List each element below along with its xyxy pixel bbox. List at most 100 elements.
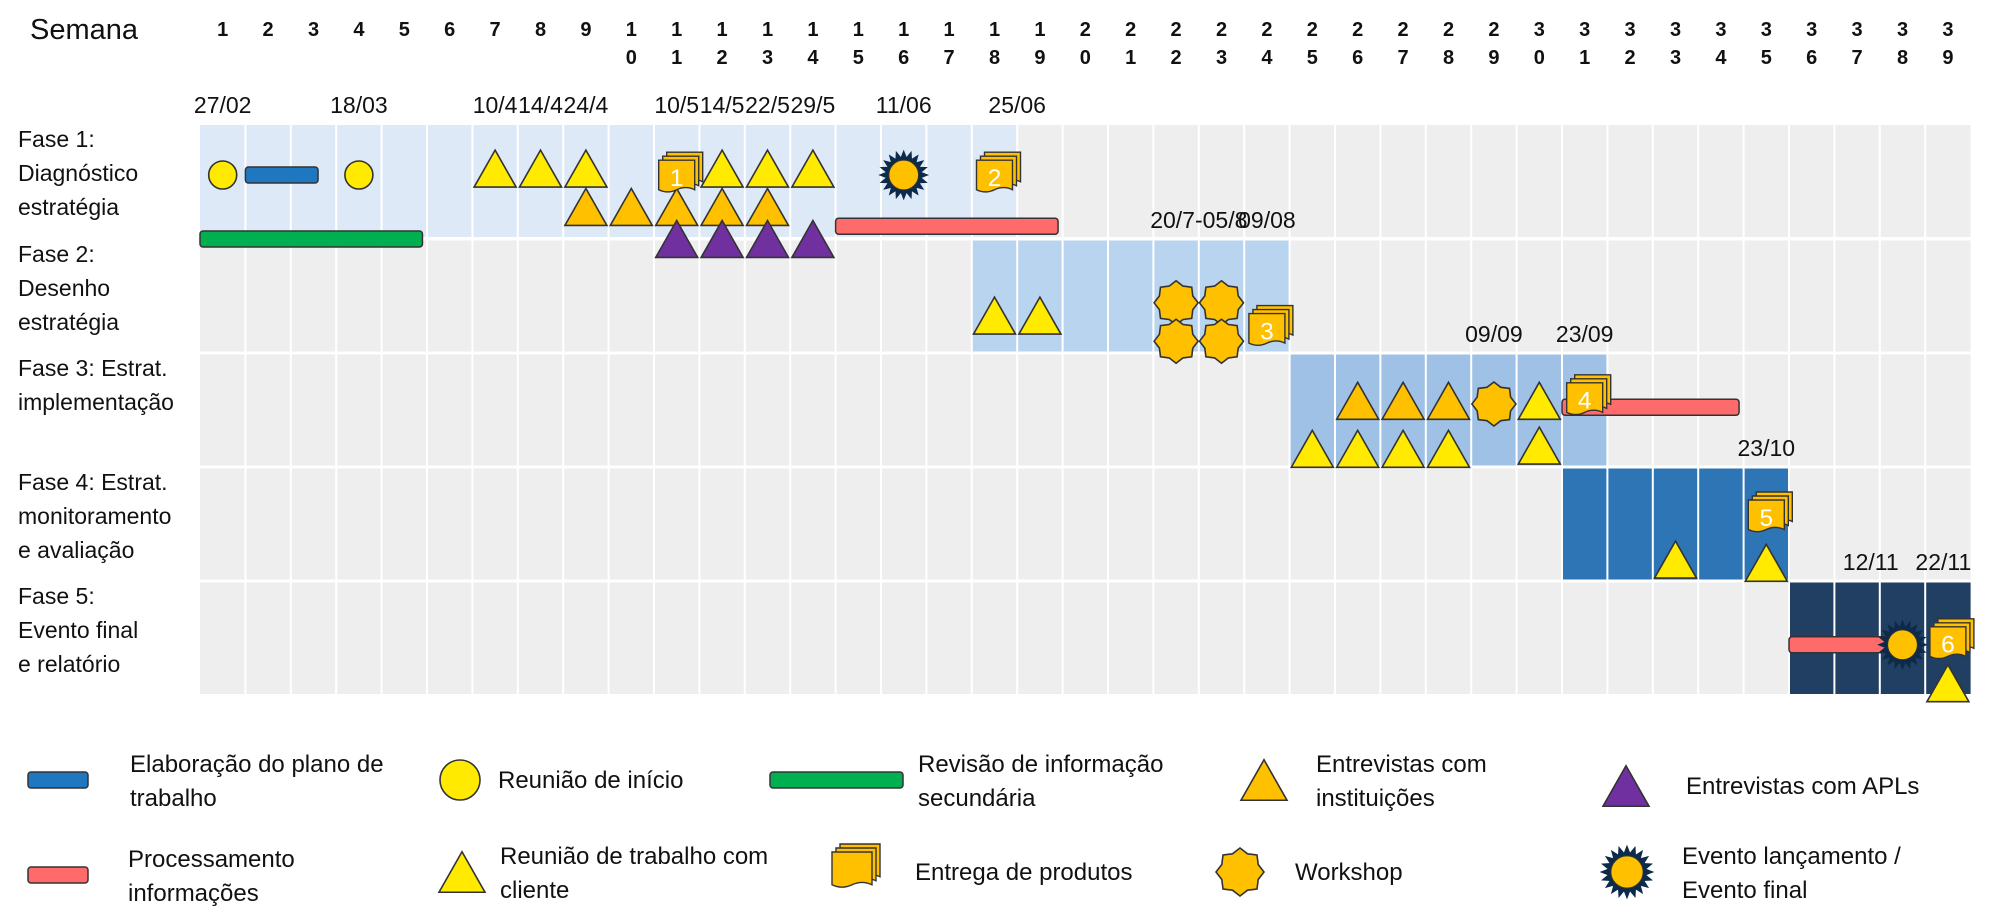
phase-label-line: Fase 4: Estrat. bbox=[18, 469, 168, 495]
week-number: 3 bbox=[308, 19, 319, 41]
legend-reuniao-label: Reunião de trabalho com cliente bbox=[500, 843, 768, 904]
client-meeting-triangle bbox=[790, 148, 836, 188]
delivery-number: 6 bbox=[1941, 632, 1955, 659]
week-header-label: Semana bbox=[30, 14, 139, 46]
date-label: 23/10 bbox=[1738, 435, 1796, 461]
phase-span bbox=[971, 240, 1290, 352]
legend-plano-swatch bbox=[27, 771, 89, 789]
product-delivery-icon bbox=[1747, 499, 1785, 533]
week-number: 9 bbox=[580, 19, 591, 41]
workshop-star bbox=[1470, 380, 1517, 428]
institution-interview-triangle bbox=[1335, 380, 1381, 421]
date-label: 22/11 bbox=[1915, 549, 1971, 575]
legend-lancamento-label: Evento lançamento / Evento final bbox=[1682, 843, 1901, 904]
legend-revisao-label: Revisão de informação secundária bbox=[918, 751, 1163, 812]
date-label: 29/5 bbox=[791, 92, 836, 118]
processamento-bar bbox=[834, 217, 1059, 235]
apl-interview-triangle bbox=[699, 218, 745, 259]
week-number: 1 bbox=[217, 19, 228, 41]
date-label: 09/08 bbox=[1238, 207, 1296, 233]
legend-label-line: Reunião de início bbox=[498, 767, 683, 794]
week-header: Semana 1 2 3 4 5 6 7 8 9 1 01 11 21 31 41 51 61 71 81 92 02 1… bbox=[30, 14, 1953, 69]
phase-label-line: estratégia bbox=[18, 309, 119, 335]
date-label: 14/4 bbox=[518, 92, 563, 118]
phase-label-line: implementação bbox=[18, 389, 174, 415]
phase-label: Fase 3: Estrat. implementação bbox=[18, 355, 174, 415]
client-meeting-triangle bbox=[1426, 428, 1471, 469]
legend-instituicoes-swatch bbox=[1239, 758, 1289, 802]
legend-label-line: informações bbox=[128, 880, 259, 907]
date-label: 14/5 bbox=[700, 92, 745, 118]
phase-label-line: e avaliação bbox=[18, 537, 134, 563]
phase-label-line: monitoramento bbox=[18, 503, 171, 529]
legend-processamento-label: Processamento informações bbox=[128, 846, 295, 907]
date-label: 10/5 bbox=[654, 92, 699, 118]
legend-label-line: Revisão de informação bbox=[918, 751, 1163, 778]
institution-interview-triangle bbox=[1380, 380, 1426, 421]
client-meeting-triangle bbox=[1653, 539, 1698, 579]
legend: Elaboração do plano de trabalho Reunião de… bbox=[27, 751, 1919, 907]
delivery-number: 3 bbox=[1260, 319, 1274, 346]
kickoff-meeting-circle bbox=[207, 160, 238, 190]
client-meeting-triangle bbox=[1516, 380, 1562, 421]
date-label: 24/4 bbox=[564, 92, 609, 118]
revisao-bar bbox=[199, 230, 424, 248]
legend-processamento-swatch bbox=[27, 866, 89, 884]
delivery-number: 4 bbox=[1578, 388, 1592, 415]
institution-interview-triangle bbox=[1426, 380, 1471, 421]
date-label: 22/5 bbox=[745, 92, 790, 118]
institution-interview-triangle bbox=[608, 186, 654, 227]
legend-label-line: Elaboração do plano de bbox=[130, 751, 384, 778]
client-meeting-triangle bbox=[1335, 428, 1381, 469]
date-label: 18/03 bbox=[330, 92, 388, 118]
phase-label-line: Desenho bbox=[18, 275, 110, 301]
week-number: 4 bbox=[353, 19, 365, 41]
date-label: 12/11 bbox=[1843, 549, 1899, 575]
product-delivery-icon bbox=[975, 159, 1014, 193]
legend-label-line: Workshop bbox=[1295, 859, 1403, 886]
apl-interview-triangle bbox=[790, 218, 836, 259]
phase-label-line: Fase 5: bbox=[18, 583, 95, 609]
legend-entrega-label: Entrega de produtos bbox=[915, 859, 1133, 886]
product-delivery-icon bbox=[1929, 626, 1967, 660]
legend-revisao-swatch bbox=[769, 771, 904, 789]
legend-label-line: instituições bbox=[1316, 785, 1435, 812]
chart-marks: 1 2 3 4 5 6 27/02 18/03 10/4 14/4 24/4 10/5 14/5 22/5… bbox=[194, 92, 1975, 703]
phase-label-line: Diagnóstico bbox=[18, 160, 138, 186]
legend-apls-swatch bbox=[1601, 764, 1651, 808]
product-delivery-icon bbox=[658, 159, 696, 193]
plano-bar bbox=[244, 166, 319, 184]
client-meeting-triangle bbox=[1743, 542, 1789, 583]
phase-label-line: Fase 2: bbox=[18, 241, 95, 267]
week-number: 5 bbox=[399, 19, 410, 41]
product-delivery-icon bbox=[1566, 382, 1604, 416]
client-meeting-triangle bbox=[1017, 295, 1063, 335]
legend-inicio-swatch bbox=[439, 759, 481, 801]
launch-event-burst-core bbox=[888, 159, 920, 191]
legend-apls-label: Entrevistas com APLs bbox=[1686, 773, 1919, 800]
client-meeting-triangle bbox=[1516, 425, 1562, 465]
client-meeting-triangle bbox=[518, 148, 563, 188]
